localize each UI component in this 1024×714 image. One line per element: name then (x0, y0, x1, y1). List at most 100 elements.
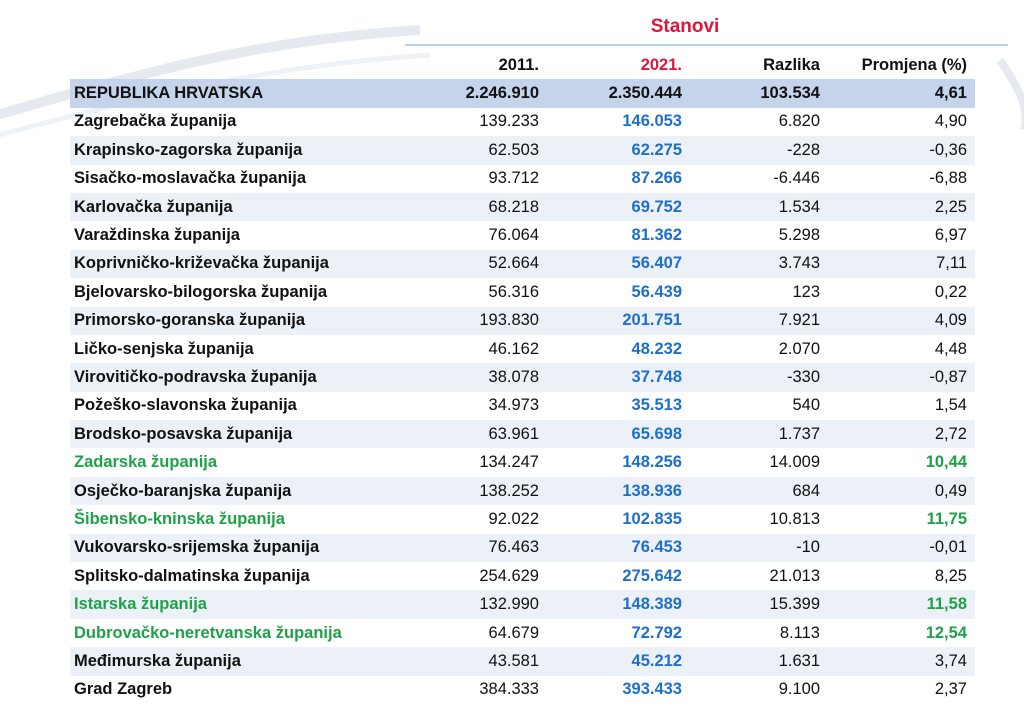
value-change-percent: 8,25 (934, 566, 967, 585)
value-2011: 254.629 (479, 566, 539, 585)
region-name: REPUBLIKA HRVATSKA (70, 79, 400, 108)
table-row: Krapinsko-zagorska županija 62.503 62.275-… (70, 136, 975, 165)
table-row: Primorsko-goranska županija 193.830 201.75… (70, 306, 975, 335)
region-name: Međimurska županija (70, 647, 400, 676)
value-2011: 46.162 (488, 339, 539, 358)
value-change-percent: 4,09 (828, 306, 975, 335)
value-2021: 45.212 (547, 647, 690, 676)
table-row: Sisačko-moslavačka županija 93.712 87.266 -… (70, 165, 975, 193)
region-name: Splitsko-dalmatinska županija (74, 566, 310, 585)
value-difference: 1.534 (690, 192, 828, 222)
value-change-percent: 4,61 (828, 79, 975, 108)
value-2011: 38.078 (400, 363, 547, 392)
table-row: Koprivničko-križevačka županija 52.664 56.… (70, 249, 975, 279)
value-change-percent: 11,58 (828, 590, 975, 619)
value-difference: 684 (690, 476, 828, 506)
value-2021: 87.266 (631, 169, 682, 188)
table-row: Bjelovarsko-bilogorska županija 56.316 56.… (70, 278, 975, 306)
table-row: Grad Zagreb 384.333 393.433 9.100 2,37 (70, 676, 975, 704)
value-2021: 148.389 (547, 590, 690, 619)
value-difference: -330 (690, 363, 828, 392)
region-name: Zadarska županija (74, 453, 218, 472)
value-2011: 64.679 (488, 623, 539, 642)
value-2021: 48.232 (631, 339, 682, 358)
value-2011: 56.316 (488, 282, 539, 301)
title-divider (405, 44, 1008, 46)
value-2021: 56.439 (631, 282, 682, 301)
value-2021: 393.433 (622, 680, 682, 699)
table-row: Ličko-senjska županija 46.162 48.232 2.070 4… (70, 335, 975, 363)
value-difference: 15.399 (690, 590, 828, 619)
value-2021: 72.792 (631, 623, 682, 642)
value-2021: 69.752 (547, 192, 690, 222)
table-row: Varaždinska županija 76.064 81.362 5.298 6,9… (70, 221, 975, 249)
value-2011: 138.252 (400, 476, 547, 506)
value-2021: 76.453 (547, 533, 690, 563)
value-change-percent: 1,54 (934, 396, 967, 415)
value-2011: 132.990 (400, 590, 547, 619)
value-2011: 2.246.910 (400, 79, 547, 108)
table-row: Šibensko-kninska županija 92.022 102.835 10… (70, 505, 975, 533)
table-title: Stanovi (650, 16, 720, 37)
value-change-percent: 7,11 (828, 249, 975, 279)
housing-table: 2011. 2021. Razlika Promjena (%) REPUBLI… (70, 51, 975, 704)
value-change-percent: -6,88 (929, 169, 967, 188)
table-row: Vukovarsko-srijemska županija 76.463 76.45… (70, 533, 975, 563)
value-difference: -10 (690, 533, 828, 563)
value-difference: 540 (792, 396, 820, 415)
header-change-percent: Promjena (%) (861, 55, 967, 74)
region-name: Zagrebačka županija (74, 112, 237, 131)
value-difference: 3.743 (690, 249, 828, 279)
value-2011: 43.581 (400, 647, 547, 676)
value-2021: 138.936 (547, 476, 690, 506)
value-change-percent: -0,36 (828, 136, 975, 165)
value-change-percent: 10,44 (925, 453, 967, 472)
table-row: Karlovačka županija 68.218 69.752 1.534 2,25 (70, 192, 975, 222)
value-2021: 146.053 (622, 112, 682, 131)
value-2021: 56.407 (547, 249, 690, 279)
header-difference: Razlika (763, 55, 820, 74)
region-name: Koprivničko-križevačka županija (70, 249, 400, 279)
value-2011: 93.712 (488, 169, 539, 188)
value-2011: 63.961 (400, 420, 547, 449)
value-change-percent: 2,72 (828, 420, 975, 449)
value-change-percent: 0,49 (828, 476, 975, 506)
region-name: Sisačko-moslavačka županija (74, 169, 307, 188)
value-difference: -228 (690, 136, 828, 165)
value-change-percent: -0,01 (828, 533, 975, 563)
value-change-percent: 3,74 (828, 647, 975, 676)
value-change-percent: 12,54 (925, 623, 967, 642)
table-row: Virovitičko-podravska županija 38.078 37.7… (70, 363, 975, 392)
value-2021: 201.751 (547, 306, 690, 335)
value-2011: 76.463 (400, 533, 547, 563)
region-name: Dubrovačko-neretvanska županija (74, 623, 342, 642)
region-name: Brodsko-posavska županija (70, 420, 400, 449)
value-change-percent: 6,97 (934, 226, 967, 245)
value-2011: 139.233 (479, 112, 539, 131)
value-difference: 103.534 (690, 79, 828, 108)
table-row: Osječko-baranjska županija 138.252 138.936… (70, 476, 975, 506)
value-difference: 21.013 (769, 566, 820, 585)
table-row: Međimurska županija 43.581 45.212 1.631 3,74 (70, 647, 975, 676)
header-2021: 2021. (640, 55, 682, 74)
value-2021: 37.748 (547, 363, 690, 392)
region-name: Varaždinska županija (74, 226, 240, 245)
value-change-percent: -0,87 (828, 363, 975, 392)
value-difference: 8.113 (779, 623, 820, 642)
value-2011: 76.064 (488, 226, 539, 245)
table-row: Zadarska županija 134.247 148.256 14.009 10,… (70, 448, 975, 476)
value-2011: 34.973 (488, 396, 539, 415)
header-region (70, 51, 400, 79)
value-difference: 123 (792, 282, 820, 301)
value-2021: 2.350.444 (547, 79, 690, 108)
region-name: Bjelovarsko-bilogorska županija (74, 282, 328, 301)
value-change-percent: 4,90 (934, 112, 967, 131)
value-difference: 1.631 (690, 647, 828, 676)
header-row: 2011. 2021. Razlika Promjena (%) (70, 51, 975, 79)
value-2021: 275.642 (622, 566, 682, 585)
value-2011: 52.664 (400, 249, 547, 279)
value-difference: -6.446 (773, 169, 820, 188)
table-row: Splitsko-dalmatinska županija 254.629 275.… (70, 562, 975, 590)
value-2021: 62.275 (547, 136, 690, 165)
region-name: Šibensko-kninska županija (74, 509, 285, 528)
